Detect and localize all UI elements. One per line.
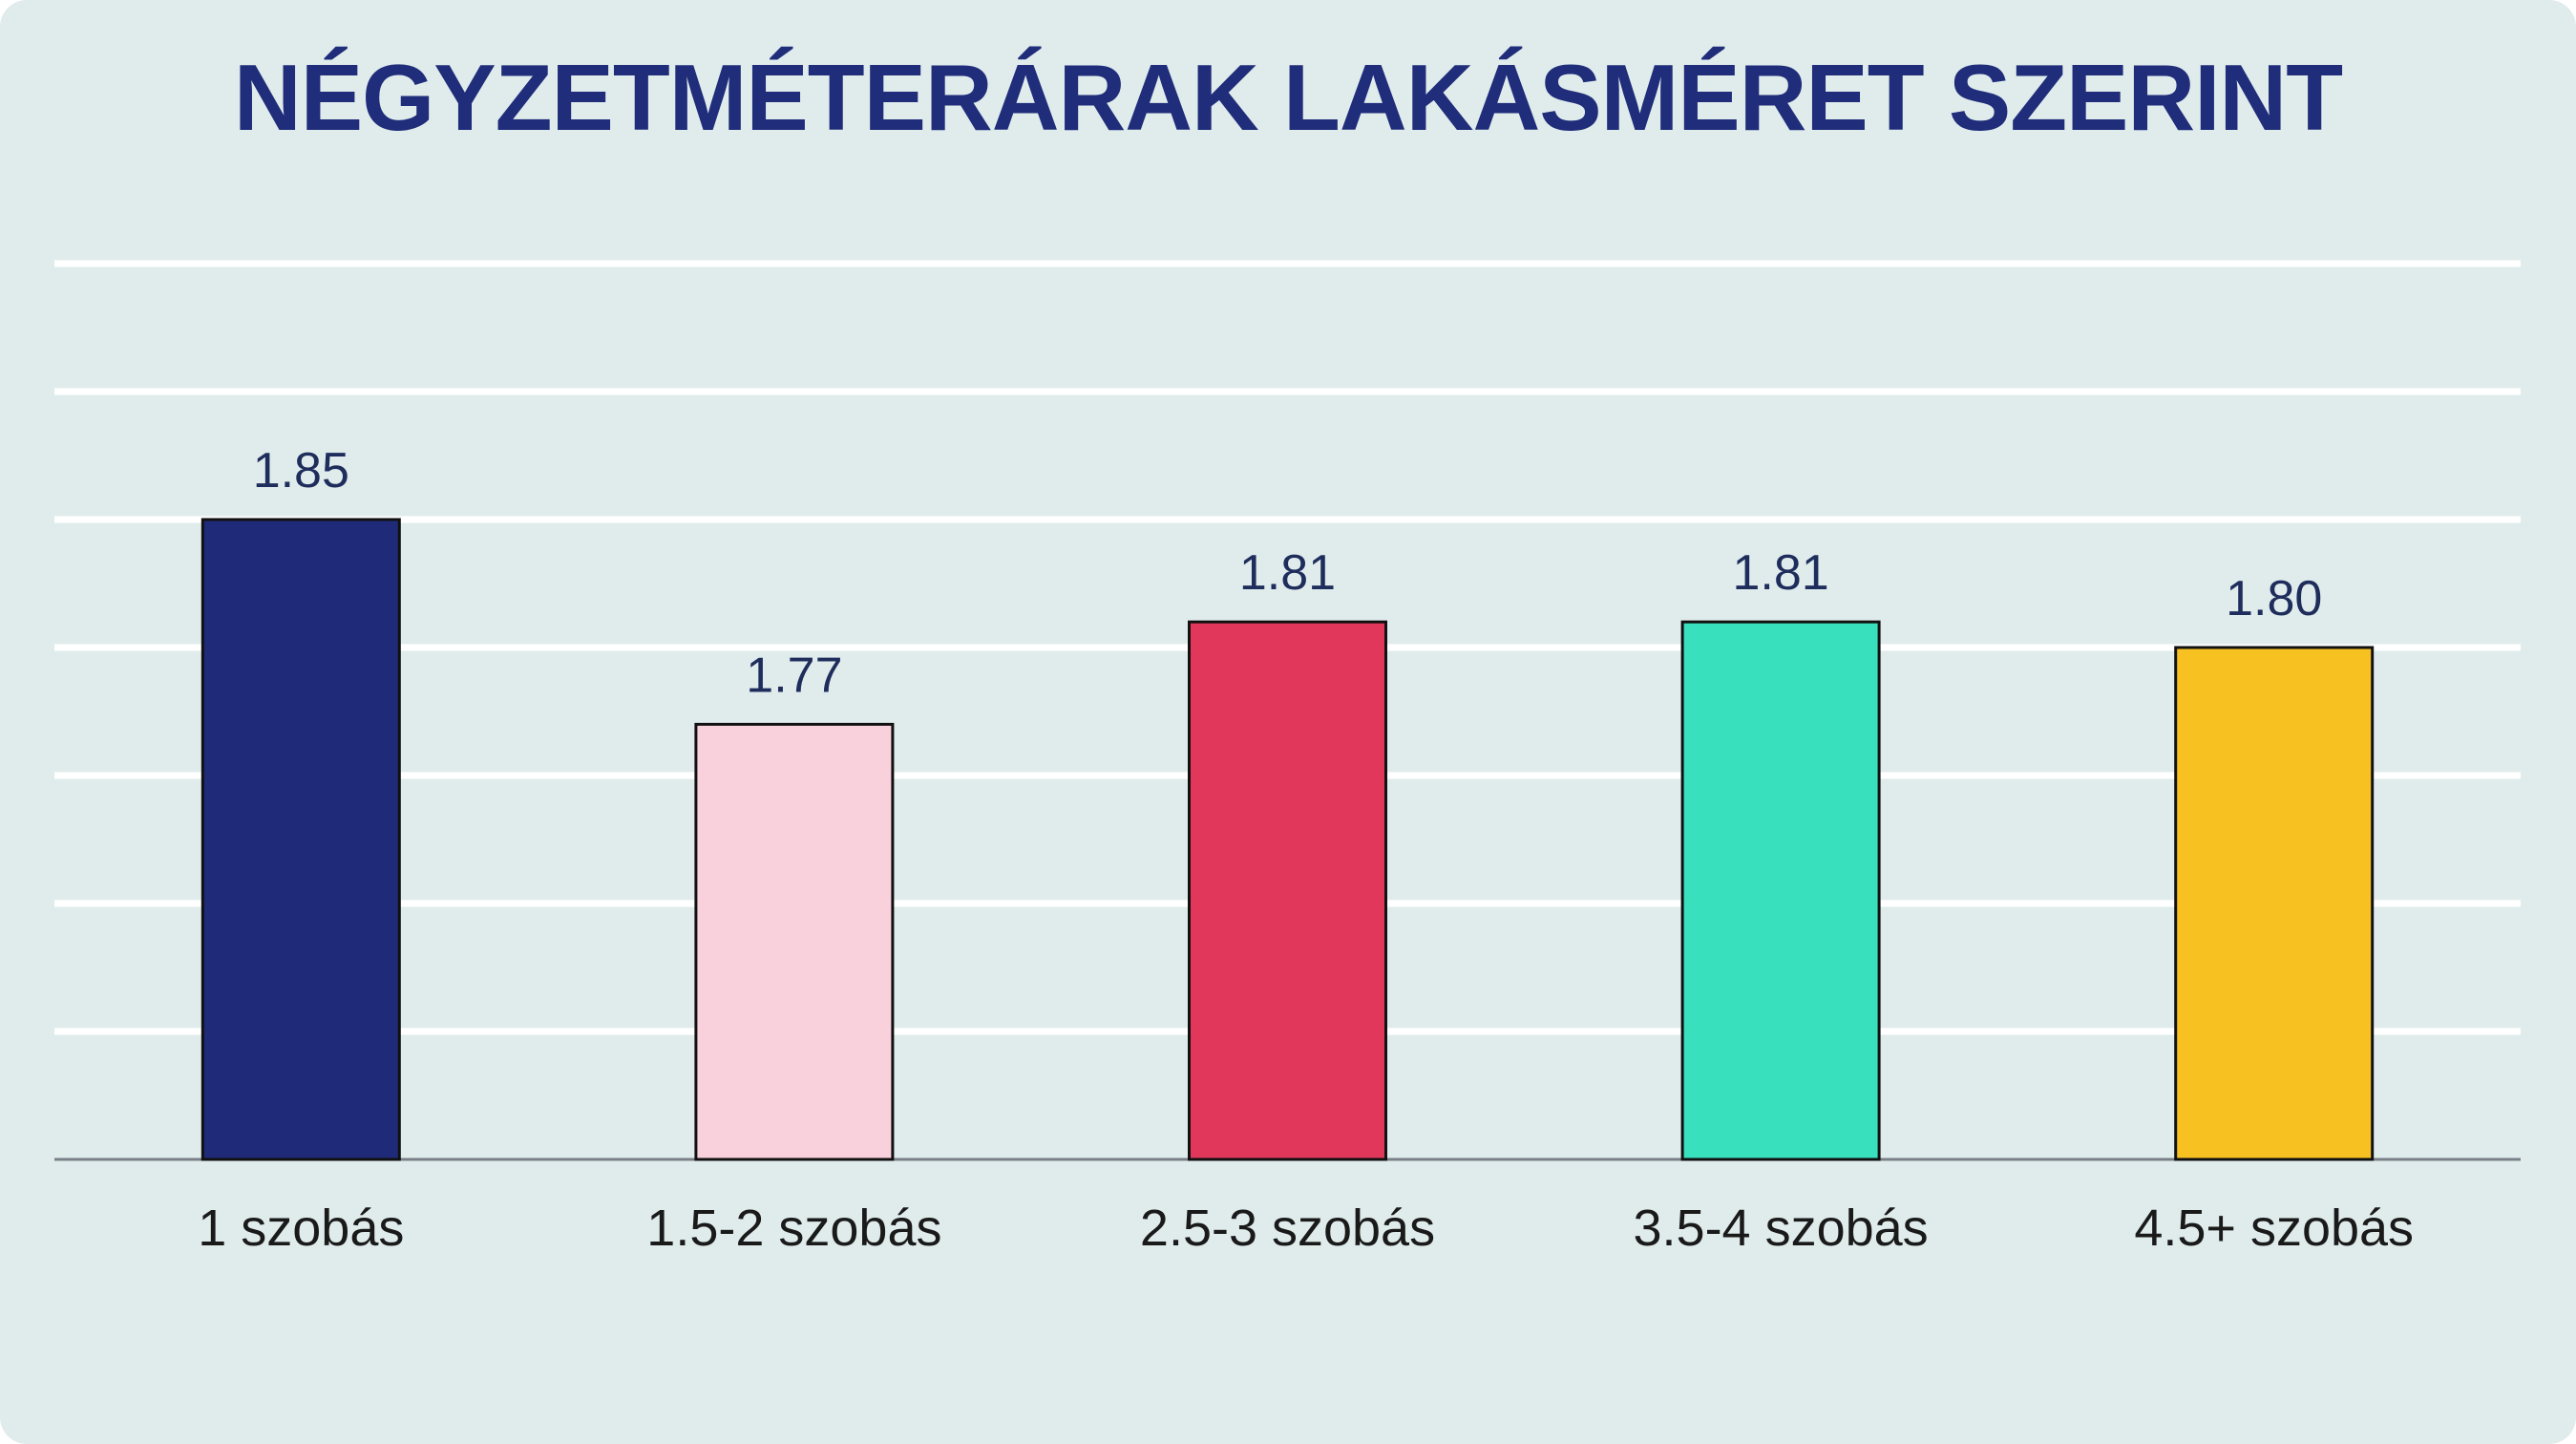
data-label: 1.80 bbox=[2226, 571, 2322, 626]
data-label: 1.77 bbox=[746, 648, 842, 703]
data-label: 1.85 bbox=[253, 443, 349, 499]
category-label: 4.5+ szobás bbox=[2134, 1200, 2414, 1257]
category-label: 3.5-4 szobás bbox=[1634, 1200, 1929, 1257]
data-label: 1.81 bbox=[1732, 545, 1828, 601]
bar-3 bbox=[1188, 620, 1387, 1161]
bar-1 bbox=[201, 518, 401, 1161]
category-label: 1 szobás bbox=[198, 1200, 404, 1257]
category-label: 1.5-2 szobás bbox=[646, 1200, 941, 1257]
data-label: 1.81 bbox=[1239, 545, 1336, 601]
bar-4 bbox=[1680, 620, 1881, 1161]
category-label: 2.5-3 szobás bbox=[1140, 1200, 1435, 1257]
bar-5 bbox=[2174, 646, 2375, 1161]
chart-title: NÉGYZETMÉTERÁRAK LAKÁSMÉRET SZERINT bbox=[233, 45, 2343, 150]
bar-2 bbox=[694, 722, 895, 1161]
